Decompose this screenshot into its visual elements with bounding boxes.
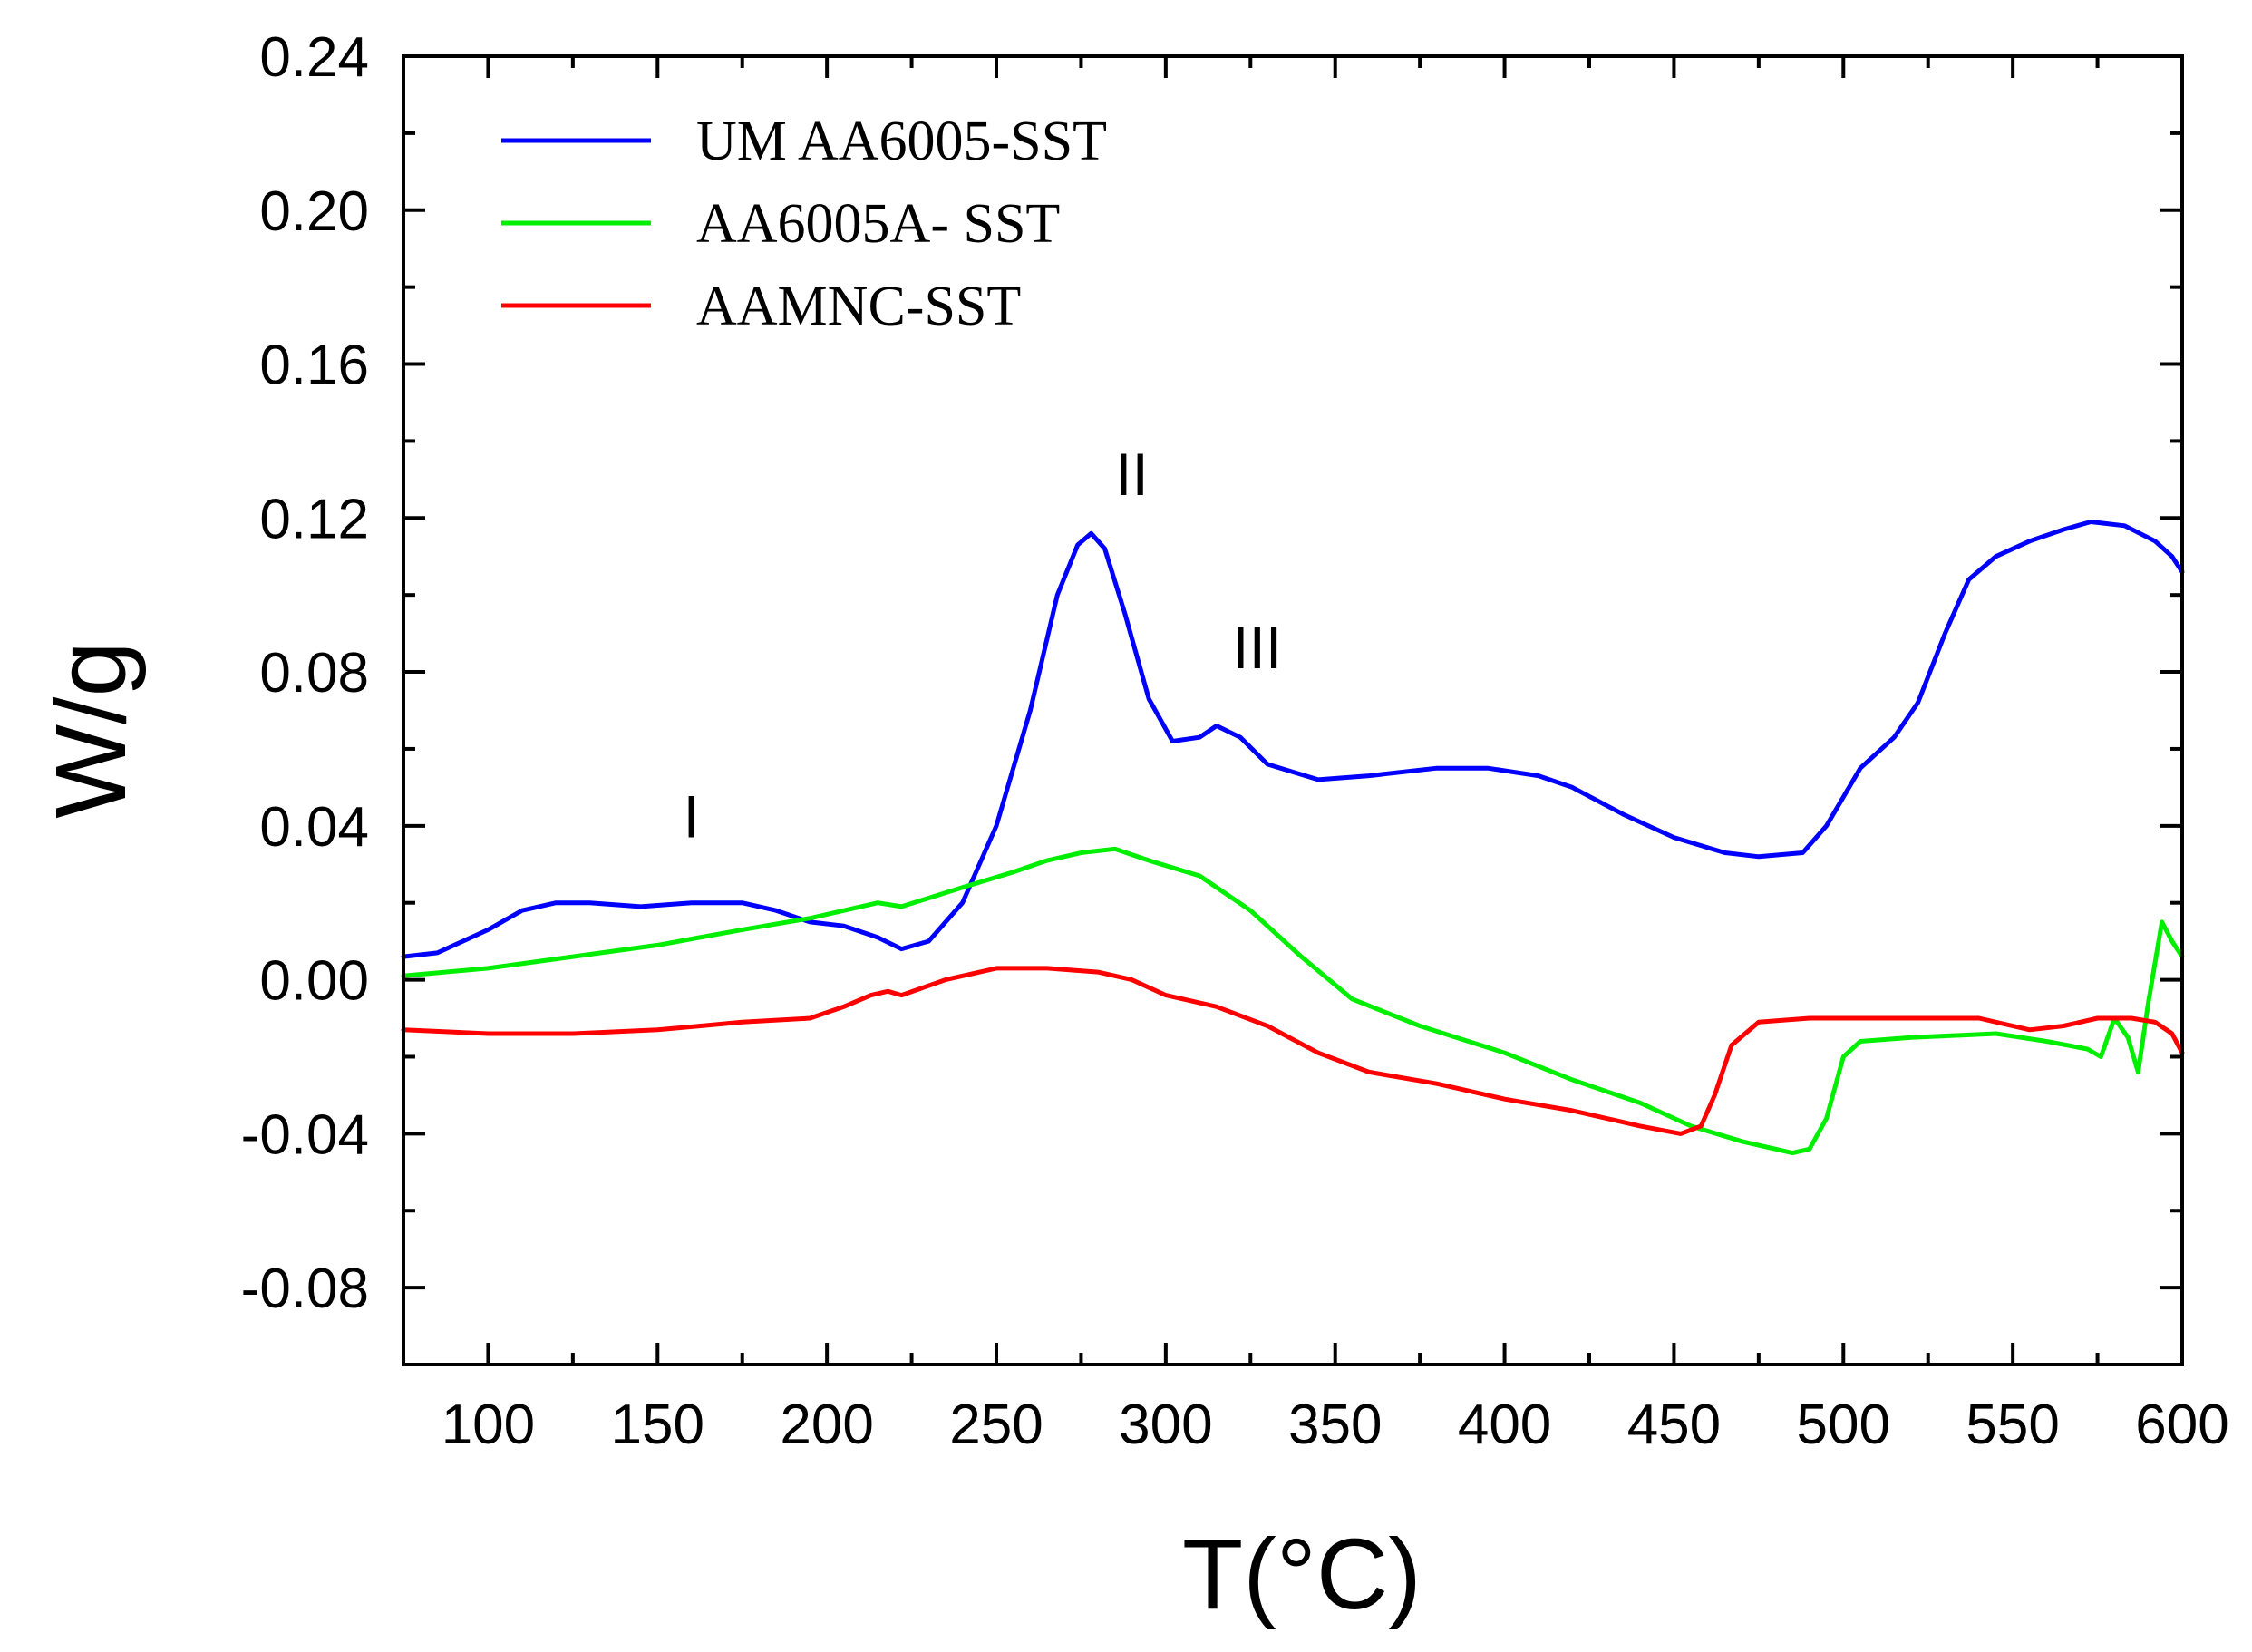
x-tick-label: 200: [780, 1394, 873, 1456]
y-tick-label: 0.08: [259, 642, 369, 705]
series-line-um-aa6005-sst: [401, 520, 2185, 959]
legend: UM AA6005-SST AA6005A- SST AAMNC-SST: [501, 111, 1107, 337]
x-tick-label: 250: [949, 1394, 1043, 1456]
plot-frame: [402, 54, 2184, 1366]
peak-label: II: [1115, 441, 1149, 508]
y-tick-label: 0.16: [259, 335, 369, 397]
peak-label: I: [683, 783, 699, 850]
axis-ticks: 100 150 200 250 300 350 400 450 500 550 600 -0.08 -0…: [241, 26, 2229, 1456]
legend-label-aamnc-sst: AAMNC-SST: [696, 276, 1021, 337]
y-tick-label: 0.20: [259, 180, 369, 243]
y-tick-label: -0.04: [241, 1103, 369, 1166]
y-tick-label: 0.00: [259, 950, 369, 1013]
y-tick-label: -0.08: [241, 1258, 369, 1320]
legend-label-um-aa6005-sst: UM AA6005-SST: [696, 111, 1107, 172]
x-tick-label: 550: [1966, 1394, 2059, 1456]
x-tick-label: 350: [1288, 1394, 1382, 1456]
y-tick-label: 0.12: [259, 488, 369, 550]
x-tick-label: 300: [1119, 1394, 1212, 1456]
x-tick-label: 100: [442, 1394, 535, 1456]
y-tick-label: 0.24: [259, 26, 369, 89]
y-axis-title: W/g: [35, 641, 147, 819]
x-tick-label: 500: [1797, 1394, 1890, 1456]
x-axis-title: T(°C): [1182, 1519, 1422, 1630]
legend-label-aa6005a-sst: AA6005A- SST: [696, 193, 1060, 255]
x-tick-label: 400: [1458, 1394, 1551, 1456]
x-tick-label: 600: [2135, 1394, 2228, 1456]
y-tick-label: 0.04: [259, 796, 369, 859]
peak-label: III: [1232, 614, 1282, 681]
axes-frame: [402, 54, 2184, 1366]
series-line-aa6005a-sst: [401, 846, 2185, 1156]
x-tick-label: 450: [1627, 1394, 1721, 1456]
x-tick-label: 150: [611, 1394, 704, 1456]
series-layer: [401, 520, 2185, 1156]
series-line-aamnc-sst: [401, 966, 2185, 1136]
